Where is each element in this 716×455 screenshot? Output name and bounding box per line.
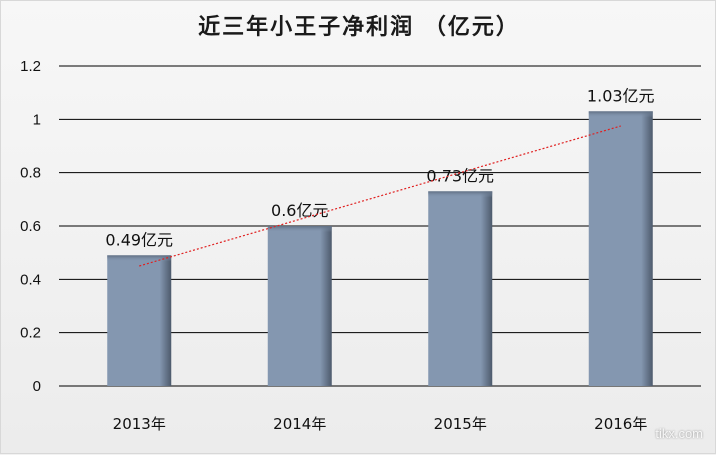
bar (267, 226, 332, 386)
y-tick-label: 0.6 (20, 218, 41, 235)
y-tick-label: 1 (33, 111, 41, 128)
y-tick-label: 1.2 (20, 58, 41, 75)
bar (588, 111, 653, 386)
bar-top-shade (107, 255, 172, 262)
data-label: 0.49亿元 (105, 230, 173, 249)
x-category-label: 2013年 (113, 415, 166, 433)
y-tick-label: 0.2 (20, 325, 41, 342)
x-category-label: 2014年 (273, 415, 326, 433)
data-label: 0.6亿元 (271, 201, 328, 220)
x-category-label: 2016年 (594, 415, 647, 433)
bar-top-shade (428, 191, 493, 198)
chart-title: 近三年小王子净利润 （亿元） (198, 14, 520, 40)
y-tick-label: 0.8 (20, 165, 41, 182)
watermark: tikx.com (655, 426, 703, 441)
y-tick-label: 0 (33, 378, 41, 395)
x-category-label: 2015年 (434, 415, 487, 433)
bar-top-shade (588, 111, 653, 118)
y-tick-label: 0.4 (20, 271, 41, 288)
bar (107, 255, 172, 386)
trendline (139, 125, 621, 267)
data-label: 0.73亿元 (426, 166, 494, 185)
bar-top-shade (267, 226, 332, 232)
data-label: 1.03亿元 (587, 86, 655, 105)
bar (428, 191, 493, 386)
